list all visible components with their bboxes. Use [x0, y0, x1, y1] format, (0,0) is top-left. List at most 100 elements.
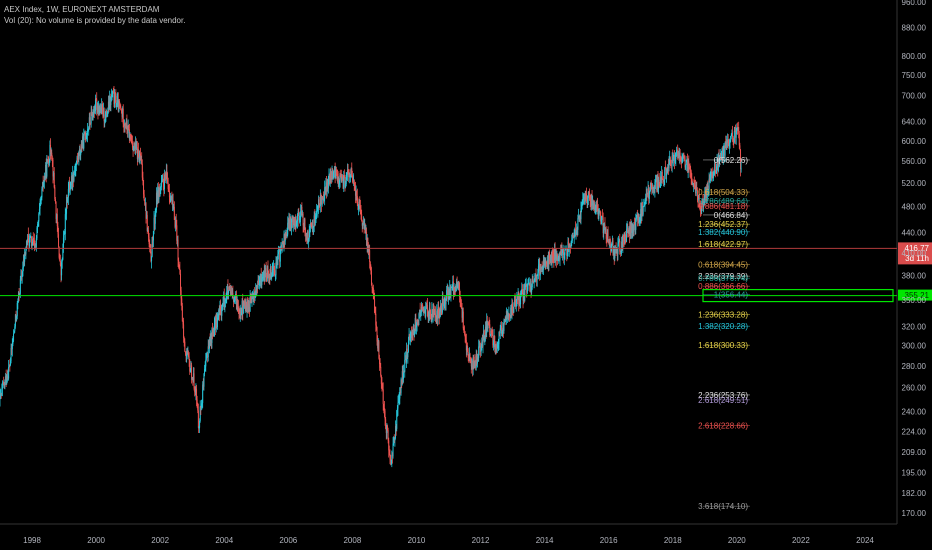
candle-body	[455, 285, 457, 292]
candle-body	[582, 199, 584, 200]
candle-body	[530, 285, 532, 292]
candle-body	[448, 289, 449, 300]
candle-body	[127, 129, 129, 134]
candle-body	[119, 101, 121, 107]
candle-body	[407, 341, 409, 352]
candle-body	[553, 248, 555, 261]
candle-body	[0, 393, 2, 395]
candle-body	[486, 320, 488, 329]
candle-body	[221, 303, 223, 307]
candle-body	[201, 402, 203, 404]
candle-body	[162, 178, 164, 184]
candle-body	[504, 318, 506, 322]
candle-body	[636, 213, 638, 217]
candle-body	[585, 193, 587, 195]
candle-body	[218, 310, 220, 315]
candle-body	[374, 299, 376, 313]
candle-body	[40, 197, 42, 200]
candle-body	[33, 239, 35, 241]
candle-body	[444, 298, 446, 305]
x-tick-label: 2002	[151, 536, 169, 545]
candle-body	[472, 357, 474, 370]
candle-body	[51, 159, 53, 160]
candle-body	[520, 295, 522, 305]
candle-body	[448, 289, 450, 298]
candle-body	[451, 286, 453, 288]
candle-body	[267, 266, 269, 278]
candle-body	[676, 150, 678, 152]
candle-body	[740, 149, 742, 169]
candle-body	[335, 173, 337, 175]
candle-body	[675, 151, 677, 153]
candle-body	[109, 97, 111, 106]
candle-body	[20, 275, 22, 280]
candle-body	[589, 199, 591, 201]
candle-body	[381, 383, 383, 386]
candle-body	[90, 122, 92, 124]
candle-body	[232, 297, 234, 302]
candle-body	[94, 111, 96, 114]
candle-body	[179, 268, 181, 274]
candle-body	[515, 306, 517, 307]
price-axis[interactable]: 170.00 182.00 195.00 209.00 224.00 240.00 260.…	[902, 0, 927, 518]
candle-body	[279, 246, 281, 262]
candle-body	[720, 155, 722, 157]
candle-body	[315, 215, 317, 217]
candle-body	[404, 358, 406, 360]
candle-body	[123, 123, 125, 126]
candle-body	[24, 252, 26, 262]
candle-body	[662, 178, 664, 180]
price-tag	[898, 289, 932, 301]
candle-body	[140, 159, 142, 161]
candle-body	[37, 221, 39, 225]
candle-body	[692, 183, 694, 186]
candle-body	[197, 410, 199, 428]
candle-body	[672, 155, 674, 160]
candle-body	[376, 326, 378, 342]
candle-body	[691, 178, 693, 185]
candle-body	[667, 164, 669, 173]
candle-body	[158, 188, 160, 200]
candle-body	[358, 205, 360, 210]
candle-body	[664, 167, 666, 180]
candle-body	[640, 209, 642, 218]
candle-body	[137, 149, 139, 160]
candle-body	[37, 224, 39, 228]
candle-body	[423, 309, 425, 312]
candle-body	[331, 170, 333, 180]
candle-body	[141, 163, 143, 178]
candle-body	[558, 254, 560, 260]
candle-body	[309, 227, 311, 231]
candle-body	[447, 287, 449, 300]
candle-body	[377, 341, 379, 349]
candle-body	[696, 187, 698, 191]
candle-body	[62, 237, 64, 249]
candle-body	[406, 348, 408, 358]
time-axis[interactable]: 1998 2000 2002 2004 2006 2008 2010 2012 2014 2016…	[23, 536, 874, 545]
candle-body	[332, 172, 334, 176]
candle-body	[707, 189, 709, 190]
candle-body	[271, 275, 273, 278]
candle-body	[696, 190, 698, 197]
candle-body	[548, 252, 550, 265]
candle-body	[30, 236, 32, 238]
candle-body	[705, 190, 707, 197]
candle-body	[657, 175, 659, 190]
candle-body	[200, 403, 202, 408]
candle-body	[635, 219, 637, 230]
candle-body	[237, 307, 239, 309]
candle-body	[403, 371, 405, 372]
candle-body	[24, 252, 26, 255]
candle-body	[373, 293, 375, 300]
candle-body	[681, 157, 683, 163]
candle-body	[534, 275, 536, 279]
candle-body	[638, 220, 640, 223]
fib-level-label: 0.786(376.74)	[698, 274, 748, 283]
candle-body	[734, 130, 736, 132]
candle-body	[560, 251, 562, 255]
candle-body	[492, 342, 494, 346]
fib-level-label: 0(562.26)	[714, 156, 749, 165]
candle-body	[412, 327, 414, 335]
